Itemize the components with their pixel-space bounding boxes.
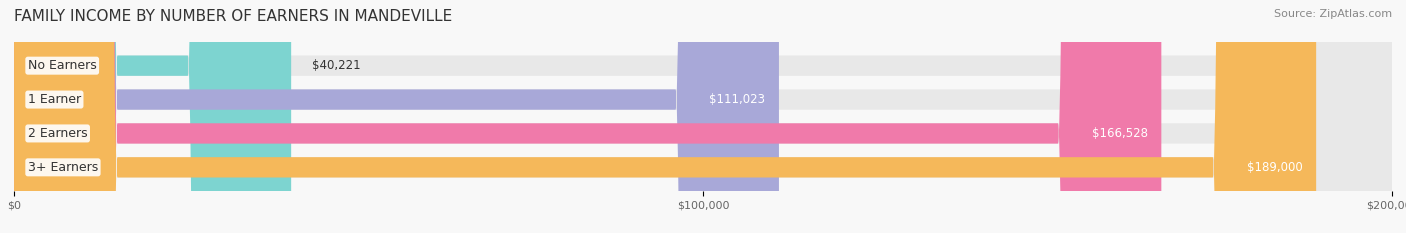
- FancyBboxPatch shape: [14, 0, 291, 233]
- Text: No Earners: No Earners: [28, 59, 97, 72]
- Text: $189,000: $189,000: [1247, 161, 1302, 174]
- Text: 1 Earner: 1 Earner: [28, 93, 82, 106]
- FancyBboxPatch shape: [14, 0, 1161, 233]
- FancyBboxPatch shape: [14, 0, 1392, 233]
- FancyBboxPatch shape: [14, 0, 1316, 233]
- FancyBboxPatch shape: [14, 0, 1392, 233]
- FancyBboxPatch shape: [14, 0, 1392, 233]
- FancyBboxPatch shape: [14, 0, 779, 233]
- Text: $40,221: $40,221: [312, 59, 360, 72]
- FancyBboxPatch shape: [14, 0, 1392, 233]
- Text: $111,023: $111,023: [709, 93, 765, 106]
- Text: 2 Earners: 2 Earners: [28, 127, 87, 140]
- Text: Source: ZipAtlas.com: Source: ZipAtlas.com: [1274, 9, 1392, 19]
- Text: FAMILY INCOME BY NUMBER OF EARNERS IN MANDEVILLE: FAMILY INCOME BY NUMBER OF EARNERS IN MA…: [14, 9, 453, 24]
- Text: $166,528: $166,528: [1091, 127, 1147, 140]
- Text: 3+ Earners: 3+ Earners: [28, 161, 98, 174]
